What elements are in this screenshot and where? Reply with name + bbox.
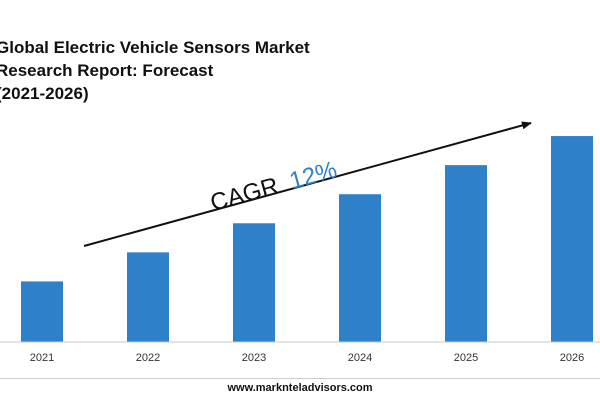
footer-bar: www.marknteladvisors.com <box>0 378 600 400</box>
cagr-trend-arrow <box>83 121 532 247</box>
cagr-label: CAGR <box>207 172 281 216</box>
cagr-annotation: CAGR 12% <box>207 156 340 217</box>
bar-2026 <box>551 136 593 342</box>
bar-2025 <box>445 165 487 342</box>
footer-website-url: www.marknteladvisors.com <box>227 382 373 394</box>
x-tick-label-2024: 2024 <box>348 352 372 364</box>
chart-title-line-1: Global Electric Vehicle Sensors Market <box>0 38 310 57</box>
chart-title: Global Electric Vehicle Sensors Market R… <box>0 36 356 105</box>
bar-2021 <box>21 281 63 342</box>
cagr-value: 12% <box>286 156 339 195</box>
x-tick-labels: 2021 2022 2023 2024 2025 2026 <box>30 352 584 364</box>
x-tick-label-2025: 2025 <box>454 352 478 364</box>
bar-2022 <box>127 252 169 342</box>
x-tick-label-2021: 2021 <box>30 352 54 364</box>
x-tick-label-2022: 2022 <box>136 352 160 364</box>
x-tick-label-2026: 2026 <box>560 352 584 364</box>
bar-2024 <box>339 194 381 342</box>
chart-title-line-2: Research Report: Forecast <box>0 61 214 80</box>
bars-group <box>21 136 593 342</box>
x-tick-label-2023: 2023 <box>242 352 266 364</box>
bar-2023 <box>233 223 275 342</box>
chart-title-line-3: (2021-2026) <box>0 84 89 103</box>
